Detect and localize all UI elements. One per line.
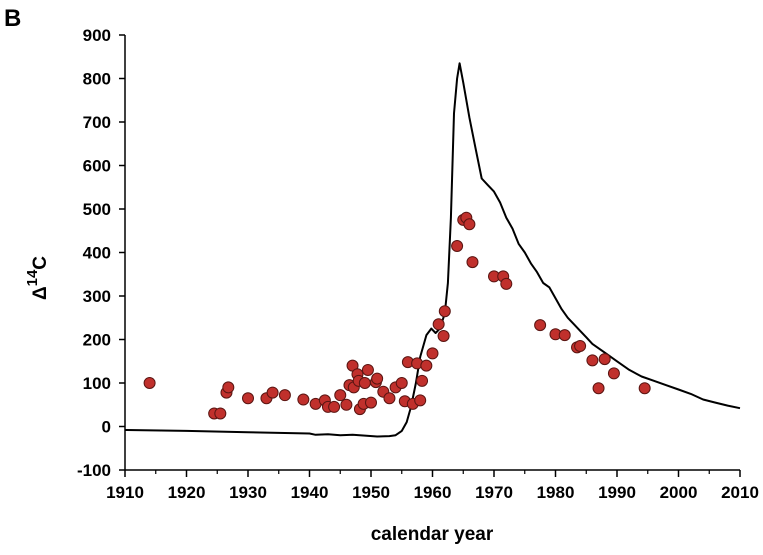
data-point	[574, 340, 587, 353]
data-point	[334, 389, 347, 402]
data-point	[328, 400, 341, 413]
y-axis-title-main: Δ	[30, 286, 51, 300]
data-point	[432, 318, 445, 331]
data-point	[266, 386, 279, 399]
data-point	[607, 367, 620, 380]
x-tick-label: 1920	[168, 483, 206, 502]
x-tick-label: 1970	[475, 483, 513, 502]
data-point	[416, 374, 429, 387]
y-tick-label: 300	[83, 287, 111, 306]
x-tick-label: 1980	[537, 483, 575, 502]
data-point	[214, 407, 227, 420]
atmospheric-curve-line	[124, 62, 741, 438]
data-point	[143, 377, 156, 389]
data-point	[420, 359, 433, 372]
y-tick-label: 900	[83, 26, 111, 45]
x-tick-label: 1990	[598, 483, 636, 502]
data-point	[365, 396, 377, 409]
y-tick-label: 400	[83, 244, 111, 263]
y-axis-title-subscript: C	[30, 256, 51, 270]
data-point	[500, 277, 513, 290]
data-point	[638, 382, 651, 395]
data-point	[592, 382, 605, 395]
data-point	[534, 319, 547, 332]
x-tick-label: 1940	[291, 483, 329, 502]
data-point	[371, 372, 384, 385]
data-point	[437, 330, 450, 343]
y-tick-label: 200	[83, 331, 111, 350]
y-tick-label: 500	[83, 200, 111, 219]
x-axis-title: calendar year	[371, 524, 494, 545]
data-point	[395, 377, 408, 389]
x-tick-label: 1930	[229, 483, 267, 502]
data-point	[242, 392, 254, 405]
svg-text:Δ14C: Δ14C	[24, 256, 51, 300]
y-tick-label: 0	[102, 418, 111, 437]
x-tick-label: 2000	[660, 483, 698, 502]
y-axis-title: Δ14C	[24, 256, 51, 300]
data-point	[451, 239, 464, 252]
y-tick-label: 800	[83, 70, 111, 89]
data-point	[340, 398, 353, 411]
x-tick-label: 1960	[414, 483, 452, 502]
data-point	[426, 347, 439, 360]
y-axis-title-superscript: 14	[24, 269, 41, 286]
panel-label: B	[4, 5, 21, 32]
data-point	[361, 363, 374, 376]
data-point	[438, 305, 451, 318]
y-tick-label: 100	[83, 374, 111, 393]
data-point	[558, 329, 571, 342]
data-point	[598, 353, 611, 366]
data-point	[466, 256, 479, 269]
y-tick-label: 700	[83, 113, 111, 132]
data-point	[463, 218, 476, 231]
data-point	[358, 377, 371, 389]
data-point	[297, 393, 310, 406]
data-point	[586, 354, 599, 367]
y-tick-label: 600	[83, 157, 111, 176]
data-point	[383, 392, 396, 405]
y-tick-label: -100	[77, 461, 111, 480]
x-tick-label: 2010	[721, 483, 759, 502]
x-tick-label: 1910	[106, 483, 144, 502]
x-tick-label: 1950	[352, 483, 390, 502]
data-point	[414, 394, 427, 407]
data-point	[278, 389, 291, 402]
data-point	[222, 381, 235, 394]
